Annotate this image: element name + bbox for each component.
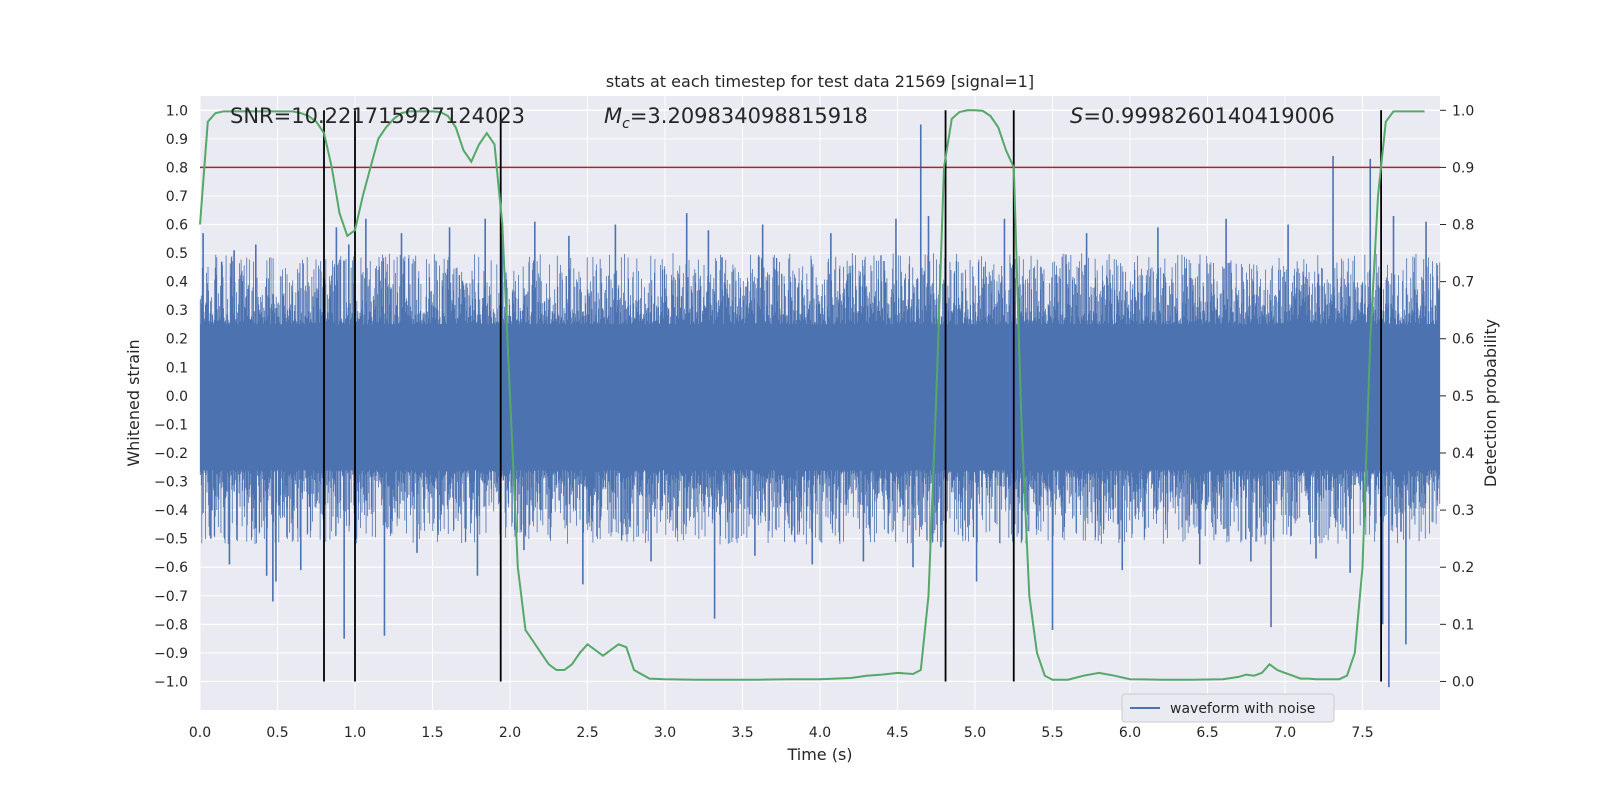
- y-tick-label: −1.0: [154, 674, 188, 690]
- x-tick-label: 7.0: [1274, 725, 1296, 741]
- y2-tick-label: 0.5: [1452, 389, 1474, 405]
- y2-tick-label: 1.0: [1452, 103, 1474, 119]
- y2-tick-label: 0.1: [1452, 617, 1474, 633]
- x-axis-label: Time (s): [786, 745, 852, 764]
- y-tick-label: −0.6: [154, 560, 188, 576]
- x-tick-label: 5.0: [964, 725, 986, 741]
- x-tick-label: 0.0: [189, 725, 211, 741]
- probability-line: [199, 109, 1425, 681]
- chirp-mass-subscript: c: [622, 116, 630, 132]
- x-tick-label: 1.5: [421, 725, 443, 741]
- chirp-mass-symbol: M: [604, 104, 622, 128]
- y-tick-label: 0.5: [166, 246, 188, 262]
- score-symbol: S: [1070, 104, 1083, 128]
- chart-title: stats at each timestep for test data 215…: [606, 72, 1034, 91]
- y2-tick-label: 0.8: [1452, 218, 1474, 234]
- y2-tick-label: 0.7: [1452, 275, 1474, 291]
- x-tick-label: 7.5: [1351, 725, 1373, 741]
- snr-annotation: SNR=10.221715927124023: [230, 104, 525, 128]
- x-tick-label: 6.5: [1196, 725, 1218, 741]
- x-tick-label: 4.0: [809, 725, 831, 741]
- x-tick-label: 0.5: [266, 725, 288, 741]
- probability-series: [199, 109, 1425, 681]
- y-tick-label: 1.0: [166, 103, 188, 119]
- y2-axis-label: Detection probability: [1481, 319, 1500, 487]
- y-tick-label: −0.2: [154, 446, 188, 462]
- y-tick-label: 0.6: [166, 218, 188, 234]
- score-value: =0.9998260140419006: [1083, 104, 1334, 128]
- y-tick-label: −0.4: [154, 503, 188, 519]
- y2-tick-label: 0.4: [1452, 446, 1474, 462]
- x-tick-label: 5.5: [1041, 725, 1063, 741]
- y2-tick-label: 0.0: [1452, 674, 1474, 690]
- x-tick-label: 6.0: [1119, 725, 1141, 741]
- y-tick-labels: 1.0 0.9 0.8 0.7 0.6 0.5 0.4 0.3 0.2 0.1 0.0 −0.1 −0.…: [154, 103, 188, 690]
- y-tick-label: −0.9: [154, 646, 188, 662]
- y2-tick-label: 0.9: [1452, 160, 1474, 176]
- legend-label: waveform with noise: [1170, 701, 1315, 717]
- y2-tick-labels: 1.0 0.9 0.8 0.7 0.6 0.5 0.4 0.3 0.2 0.1 0.0: [1440, 103, 1474, 690]
- y-tick-label: 0.4: [166, 275, 188, 291]
- chirp-mass-value: =3.209834098815918: [630, 104, 868, 128]
- y-tick-label: 0.3: [166, 303, 188, 319]
- y2-tick-label: 0.2: [1452, 560, 1474, 576]
- x-tick-label: 2.5: [576, 725, 598, 741]
- legend: waveform with noise: [1121, 693, 1335, 723]
- y-tick-label: −0.8: [154, 617, 188, 633]
- y-tick-label: −0.7: [154, 589, 188, 605]
- y-tick-label: 0.2: [166, 332, 188, 348]
- x-tick-label: 4.5: [886, 725, 908, 741]
- y-axis-label: Whitened strain: [124, 339, 143, 466]
- y-tick-label: 0.9: [166, 132, 188, 148]
- x-tick-labels: 0.0 0.5 1.0 1.5 2.0 2.5 3.0 3.5 4.0 4.5 5.0 5.5 6.0 6…: [189, 725, 1374, 741]
- y-tick-label: −0.5: [154, 532, 188, 548]
- score-annotation: S=0.9998260140419006: [1070, 104, 1335, 128]
- y-tick-label: 0.7: [166, 189, 188, 205]
- y2-tick-label: 0.6: [1452, 332, 1474, 348]
- x-tick-label: 3.0: [654, 725, 676, 741]
- y-tick-label: 0.1: [166, 360, 188, 376]
- legend-box: [1121, 693, 1335, 723]
- x-tick-label: 2.0: [499, 725, 521, 741]
- chirp-mass-annotation: Mc=3.209834098815918: [604, 104, 868, 132]
- y2-tick-label: 0.3: [1452, 503, 1474, 519]
- waveform-noise: [199, 253, 1441, 545]
- y-tick-label: 0.0: [166, 389, 188, 405]
- x-tick-label: 1.0: [344, 725, 366, 741]
- y-tick-label: −0.3: [154, 475, 188, 491]
- x-tick-label: 3.5: [731, 725, 753, 741]
- y-tick-label: −0.1: [154, 417, 188, 433]
- waveform-series: [199, 124, 1441, 688]
- y-tick-label: 0.8: [166, 160, 188, 176]
